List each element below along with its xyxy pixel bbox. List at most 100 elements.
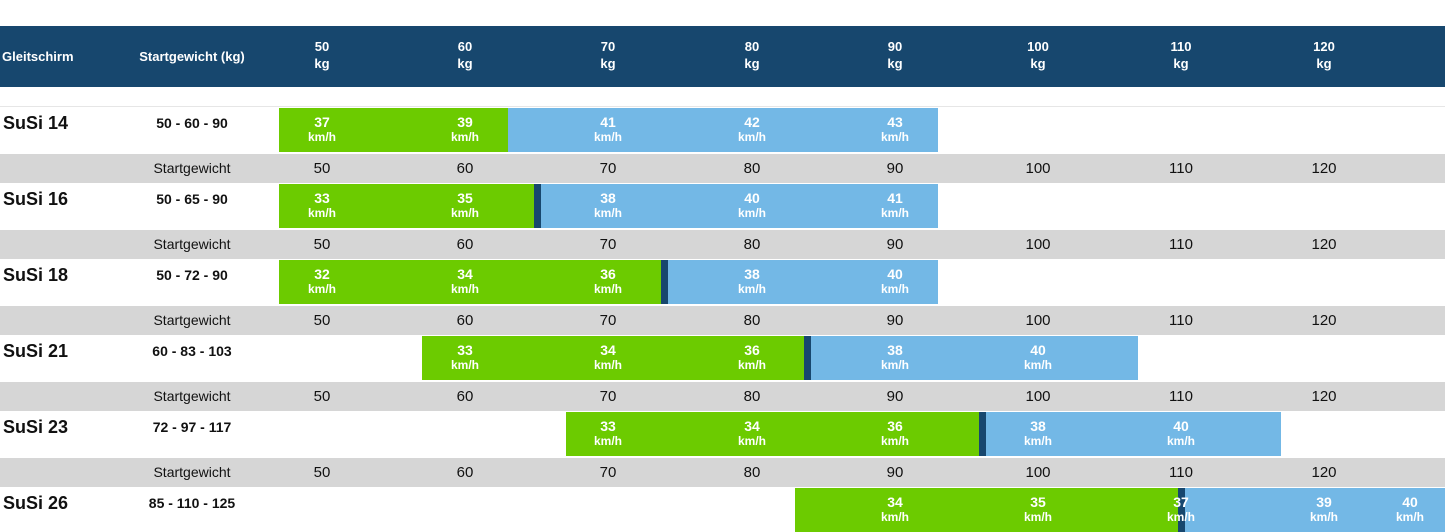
weight-range: 60 - 83 - 103 [152, 343, 232, 359]
model-name: SuSi 14 [3, 113, 69, 133]
startgewicht-value: 60 [456, 388, 474, 405]
speed-value: 36 [744, 342, 760, 358]
header-weight-unit: kg [457, 56, 473, 71]
header-weight-value: 90 [887, 39, 903, 54]
speed-value: 32 [314, 266, 330, 282]
startgewicht-value: 80 [743, 236, 761, 253]
speed-label: 42 km/h [722, 114, 782, 145]
speed-value: 39 [457, 114, 473, 130]
startgewicht-value: 110 [1169, 160, 1193, 177]
speed-label: 39 km/h [1294, 494, 1354, 525]
startgewicht-value: 70 [599, 388, 617, 405]
startgewicht-value: 90 [886, 464, 904, 481]
speed-label: 40 km/h [1151, 419, 1211, 449]
header-weight-unit: kg [600, 56, 616, 71]
startgewicht-row: Startgewicht 50 60 70 80 90 100 110 120 [0, 230, 1445, 259]
startgewicht-value: 100 [1025, 388, 1051, 405]
speed-label: 36 km/h [722, 342, 782, 373]
speed-label: 35 km/h [1008, 495, 1068, 525]
speed-unit: km/h [880, 130, 909, 144]
speed-label: 40 km/h [1008, 342, 1068, 373]
speed-unit: km/h [880, 510, 909, 524]
table-header: Gleitschirm Startgewicht (kg) 50 kg 60 kg 70… [0, 26, 1445, 87]
speed-unit: km/h [307, 282, 336, 296]
speed-value: 40 [1030, 342, 1046, 358]
speed-unit: km/h [737, 434, 766, 448]
startgewicht-value: 90 [886, 312, 904, 329]
startgewicht-value: 120 [1311, 160, 1337, 177]
speed-value: 33 [600, 418, 616, 434]
startgewicht-label: Startgewicht [153, 160, 231, 176]
speed-unit: km/h [593, 130, 622, 144]
header-weight-100: 100 kg [1008, 38, 1068, 72]
header-weight-50: 50 kg [292, 38, 352, 72]
startgewicht-value: 120 [1311, 388, 1337, 405]
speed-label: 37 km/h [292, 114, 352, 145]
speed-value: 36 [887, 418, 903, 434]
header-weight-unit: kg [887, 56, 903, 71]
speed-label: 36 km/h [578, 267, 638, 297]
startgewicht-label: Startgewicht [153, 312, 231, 328]
startgewicht-value: 50 [313, 160, 331, 177]
recommended-weight-marker [804, 336, 811, 380]
startgewicht-value: 80 [743, 312, 761, 329]
speed-unit: km/h [1166, 510, 1195, 524]
startgewicht-value: 120 [1311, 464, 1337, 481]
speed-unit: km/h [1309, 510, 1338, 524]
speed-label: 38 km/h [1008, 418, 1068, 449]
speed-value: 39 [1316, 494, 1332, 510]
speed-unit: km/h [450, 206, 479, 220]
header-weight-value: 50 [314, 39, 330, 54]
speed-value: 42 [744, 114, 760, 130]
speed-value: 38 [744, 266, 760, 282]
speed-value: 34 [600, 342, 616, 358]
header-weight-unit: kg [314, 56, 330, 71]
speed-unit: km/h [737, 206, 766, 220]
startgewicht-value: 80 [743, 464, 761, 481]
speed-value: 40 [1402, 494, 1418, 510]
header-weight-value: 80 [744, 39, 760, 54]
header-startgewicht: Startgewicht (kg) [139, 49, 245, 64]
speed-bar-blue [804, 336, 1138, 380]
speed-label: 40 km/h [1380, 494, 1440, 525]
speed-value: 38 [1030, 418, 1046, 434]
speed-label: 35 km/h [435, 191, 495, 221]
speed-unit: km/h [737, 358, 766, 372]
startgewicht-value: 110 [1169, 312, 1193, 329]
header-weight-unit: kg [744, 56, 760, 71]
header-weight-unit: kg [1316, 56, 1332, 71]
header-weight-80: 80 kg [722, 38, 782, 72]
speed-label: 36 km/h [865, 418, 925, 449]
startgewicht-value: 100 [1025, 236, 1051, 253]
startgewicht-value: 80 [743, 388, 761, 405]
startgewicht-value: 110 [1169, 236, 1193, 253]
startgewicht-value: 120 [1311, 312, 1337, 329]
speed-label: 38 km/h [578, 191, 638, 221]
speed-unit: km/h [1023, 434, 1052, 448]
header-weight-value: 110 [1170, 39, 1192, 54]
speed-value: 33 [457, 342, 473, 358]
speed-unit: km/h [450, 358, 479, 372]
startgewicht-row: Startgewicht 50 60 70 80 90 100 110 120 [0, 382, 1445, 411]
header-weight-value: 100 [1027, 39, 1049, 54]
speed-label: 41 km/h [865, 190, 925, 221]
speed-unit: km/h [1395, 510, 1424, 524]
speed-label: 33 km/h [435, 342, 495, 373]
weight-range: 50 - 60 - 90 [156, 115, 228, 131]
header-weight-value: 70 [600, 39, 616, 54]
startgewicht-label: Startgewicht [153, 464, 231, 480]
startgewicht-row: Startgewicht 50 60 70 80 90 100 110 120 [0, 154, 1445, 183]
speed-value: 41 [887, 190, 903, 206]
startgewicht-value: 120 [1311, 236, 1337, 253]
header-weight-90: 90 kg [865, 38, 925, 72]
recommended-weight-marker [661, 260, 668, 304]
startgewicht-value: 110 [1169, 464, 1193, 481]
speed-label: 34 km/h [865, 495, 925, 525]
speed-bar-green [279, 260, 661, 304]
header-weight-unit: kg [1030, 56, 1046, 71]
speed-label: 38 km/h [722, 266, 782, 297]
startgewicht-value: 50 [313, 388, 331, 405]
speed-unit: km/h [593, 206, 622, 220]
speed-value: 37 [314, 114, 330, 130]
speed-bar-green [795, 488, 1178, 532]
